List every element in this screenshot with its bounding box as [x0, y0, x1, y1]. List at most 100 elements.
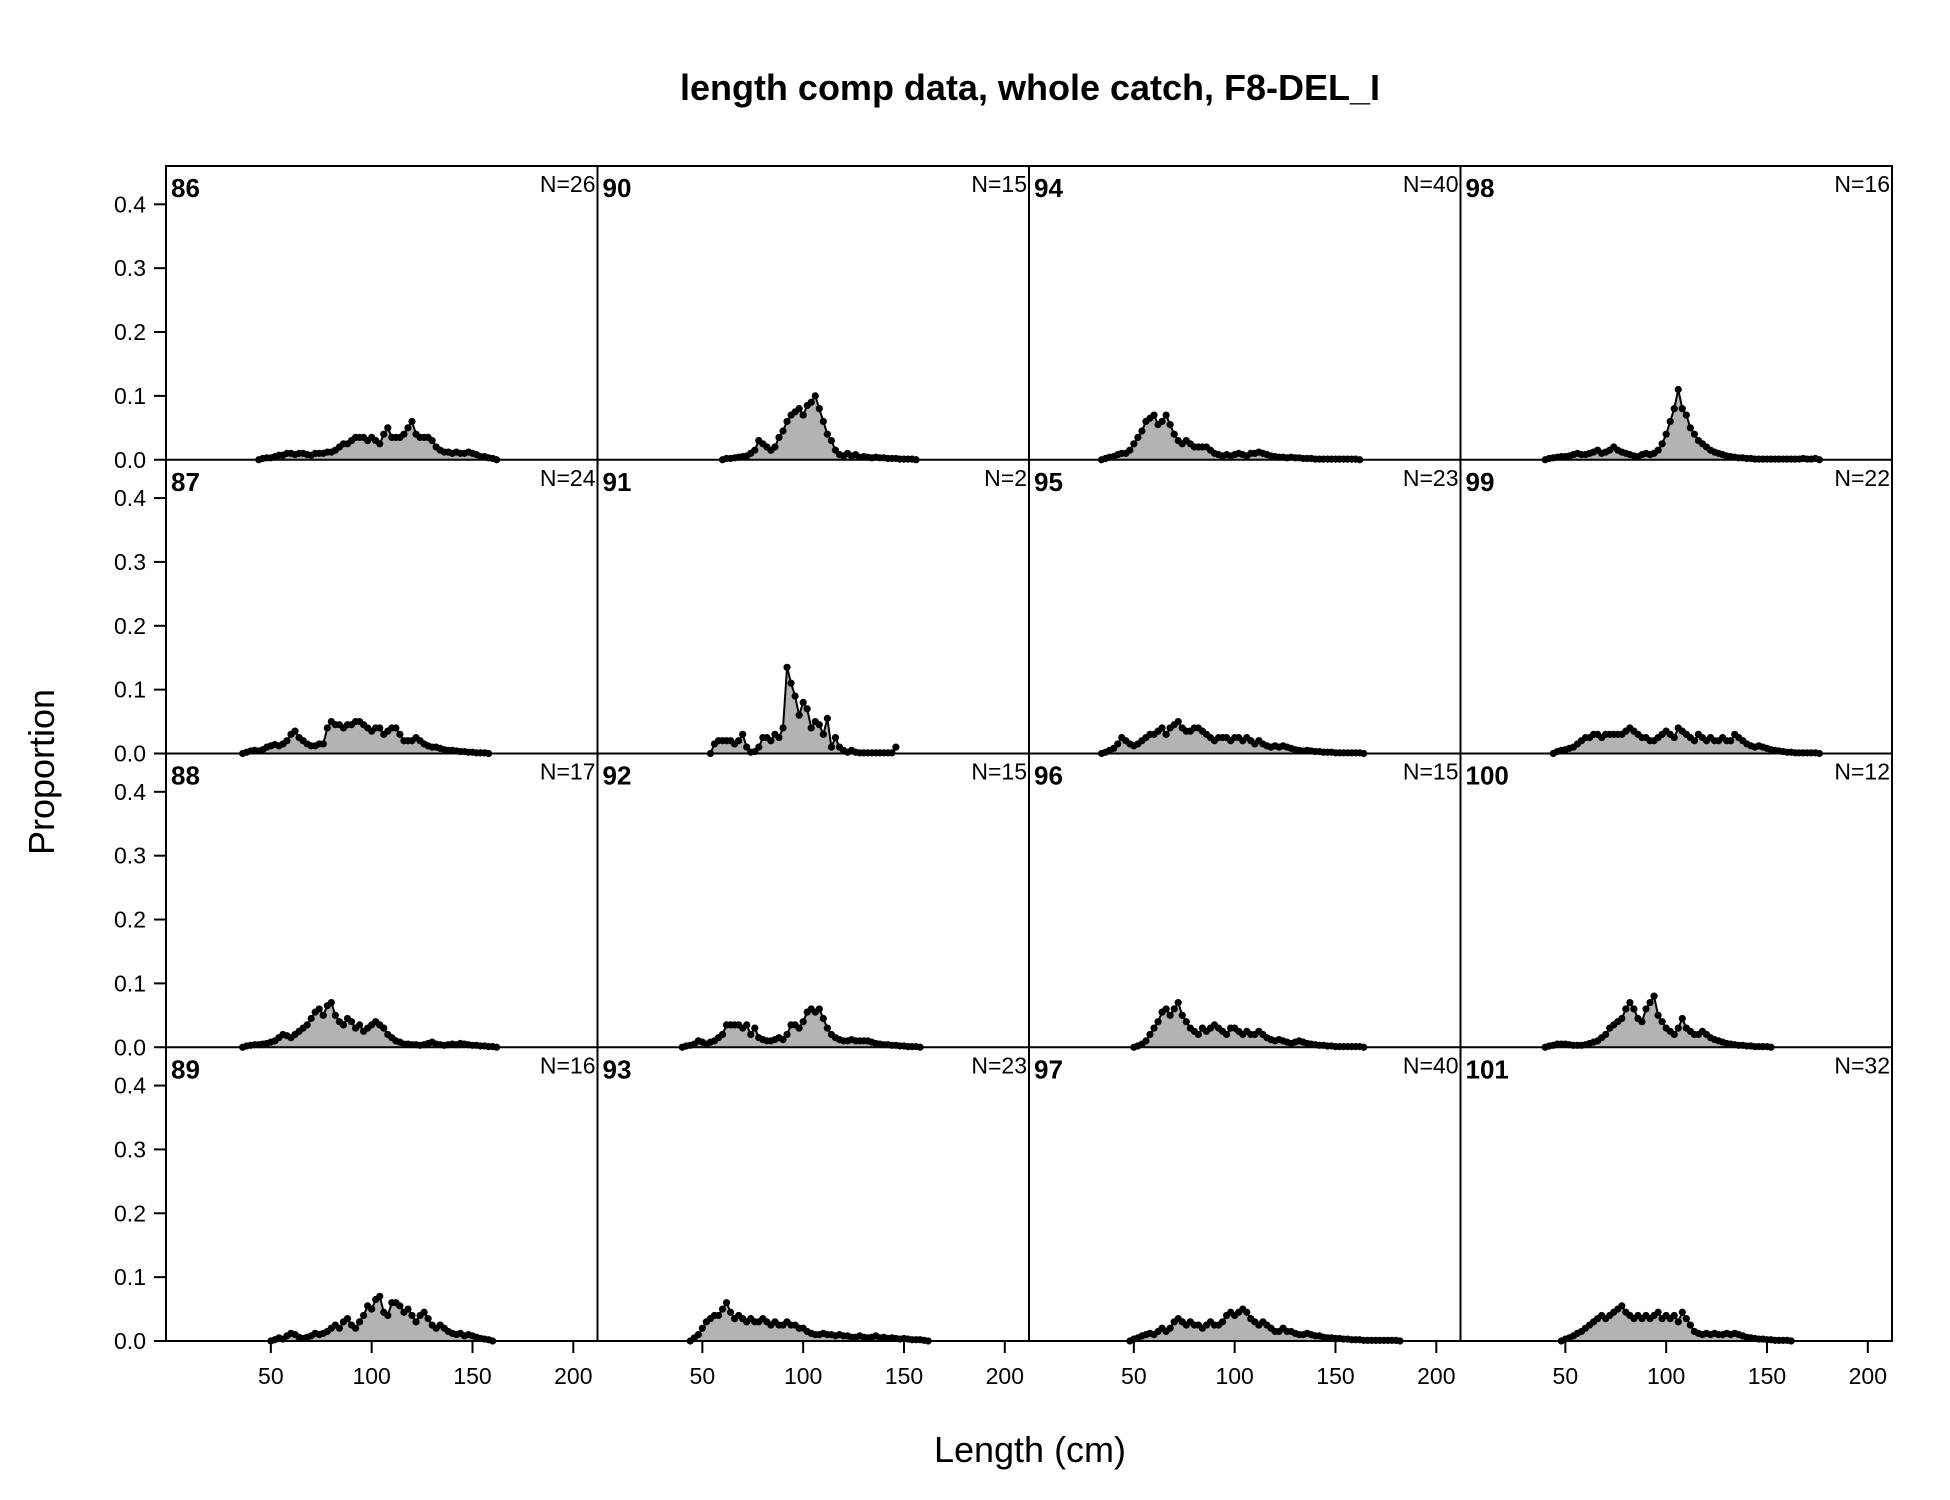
x-tick-label: 100: [1647, 1363, 1685, 1389]
data-point: [795, 1024, 803, 1032]
panel-year-label: 87: [171, 467, 200, 497]
data-point: [1622, 1005, 1630, 1013]
data-point: [384, 1311, 392, 1320]
panel-year-label: 90: [603, 173, 632, 203]
panel-n-label: N=17: [540, 759, 596, 785]
panel-94: 94 N=40: [1034, 171, 1459, 464]
data-point: [408, 1311, 416, 1320]
chart-title: length comp data, whole catch, F8-DEL_I: [680, 67, 1380, 108]
panel-87: 87 N=24: [171, 465, 596, 758]
panel-n-label: N=40: [1403, 171, 1459, 197]
data-point: [1658, 440, 1666, 448]
data-point: [1686, 1321, 1694, 1329]
panel-year-label: 88: [171, 761, 200, 791]
y-tick-label: 0.0: [114, 1034, 146, 1060]
panel-year-label: 92: [603, 761, 632, 791]
data-point: [335, 1324, 344, 1332]
data-point: [807, 724, 815, 732]
data-point: [735, 737, 743, 745]
data-point: [791, 692, 799, 700]
panel-n-label: N=2: [984, 465, 1027, 491]
panel-year-label: 101: [1466, 1054, 1509, 1084]
area-91: [710, 667, 896, 754]
data-point: [783, 417, 791, 426]
panel-year-label: 95: [1034, 467, 1063, 497]
y-axis-label: Proportion: [21, 689, 62, 855]
y-tick-label: 0.0: [114, 447, 146, 473]
data-point: [815, 405, 823, 413]
data-point: [779, 427, 787, 435]
panel-n-label: N=15: [971, 759, 1027, 785]
area-96: [1133, 1002, 1364, 1048]
data-point: [807, 398, 815, 406]
data-point: [1674, 1024, 1682, 1032]
data-point: [698, 1324, 706, 1332]
data-point: [1138, 427, 1146, 435]
data-point: [815, 1005, 823, 1013]
y-tick-label: 0.0: [114, 1328, 146, 1354]
panel-100: 100 N=12: [1466, 759, 1890, 1051]
y-tick-label: 0.3: [114, 255, 146, 281]
panel-96: 96 N=15: [1034, 759, 1459, 1051]
data-point: [1158, 724, 1166, 732]
data-point: [1646, 998, 1654, 1007]
panel-n-label: N=12: [1834, 759, 1890, 785]
data-point: [1618, 1302, 1626, 1310]
data-point: [751, 446, 759, 454]
panel-year-label: 98: [1466, 173, 1495, 203]
panel-n-label: N=16: [540, 1052, 596, 1078]
data-point: [384, 424, 392, 432]
x-tick-label: 200: [1417, 1363, 1455, 1389]
x-tick-label: 50: [258, 1363, 284, 1389]
data-point: [775, 733, 783, 742]
data-point: [718, 1030, 727, 1039]
x-tick-label: 100: [1215, 1363, 1253, 1389]
data-point: [1150, 1024, 1158, 1032]
data-point: [755, 743, 763, 751]
panel-86: 86 N=26: [171, 171, 596, 464]
data-point: [360, 1311, 368, 1320]
y-tick-label: 0.4: [114, 191, 146, 217]
y-tick-label: 0.3: [114, 1136, 146, 1162]
data-point: [1682, 1315, 1690, 1323]
panel-n-label: N=15: [971, 171, 1027, 197]
data-point: [376, 440, 384, 448]
data-point: [420, 1308, 428, 1316]
data-point: [718, 1305, 727, 1313]
data-point: [1678, 405, 1686, 413]
data-point: [1670, 733, 1678, 742]
data-point: [1178, 1011, 1186, 1019]
data-point: [823, 1024, 831, 1032]
data-point: [1626, 998, 1634, 1007]
x-tick-label: 50: [690, 1363, 716, 1389]
area-94: [1101, 415, 1360, 460]
data-point: [771, 443, 779, 451]
panel-n-label: N=40: [1403, 1052, 1459, 1078]
data-point: [380, 1024, 388, 1032]
panel-n-label: N=23: [1403, 465, 1459, 491]
panel-98: 98 N=16: [1466, 171, 1890, 464]
y-tick-label: 0.3: [114, 549, 146, 575]
data-point: [1670, 405, 1678, 413]
area-93: [690, 1302, 929, 1341]
data-point: [412, 1318, 420, 1326]
data-point: [400, 430, 408, 438]
data-point: [1654, 1308, 1662, 1316]
panel-99: 99 N=22: [1466, 465, 1890, 758]
panel-n-label: N=26: [540, 171, 596, 197]
data-point: [396, 730, 404, 738]
x-axis-label: Length (cm): [934, 1429, 1126, 1470]
data-point: [1170, 1005, 1178, 1013]
data-point: [1223, 1030, 1231, 1039]
data-point: [1727, 737, 1735, 745]
data-point: [1150, 411, 1158, 419]
y-tick-label: 0.2: [114, 319, 146, 345]
panel-year-label: 97: [1034, 1054, 1063, 1084]
x-tick-label: 100: [352, 1363, 390, 1389]
y-tick-label: 0.4: [114, 485, 146, 511]
data-point: [827, 743, 836, 751]
data-point: [1126, 446, 1134, 454]
data-point: [1158, 417, 1166, 426]
data-point: [811, 392, 819, 400]
data-point: [783, 1030, 791, 1039]
